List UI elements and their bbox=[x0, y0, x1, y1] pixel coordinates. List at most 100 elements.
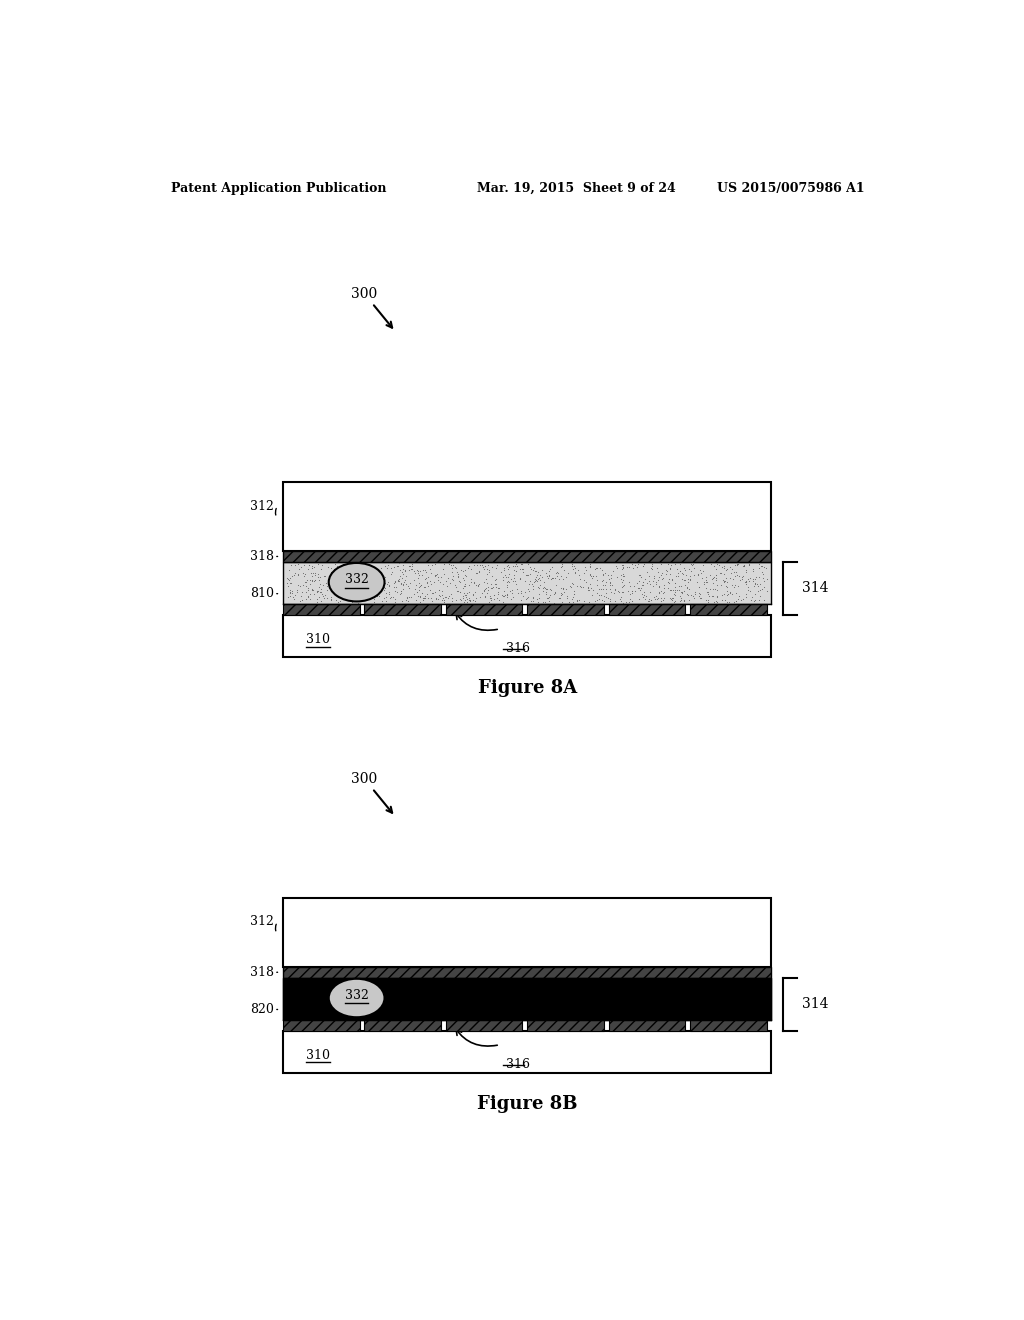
Point bbox=[525, 557, 542, 578]
Bar bbox=[611, 986, 615, 990]
Bar bbox=[748, 978, 752, 982]
Point bbox=[481, 586, 498, 607]
Point bbox=[546, 583, 562, 605]
Text: 310: 310 bbox=[306, 634, 330, 645]
Point bbox=[684, 554, 700, 576]
Bar bbox=[373, 986, 377, 990]
Bar bbox=[428, 1016, 432, 1020]
Bar bbox=[402, 999, 407, 1003]
Bar bbox=[373, 1011, 377, 1016]
Point bbox=[571, 568, 588, 589]
Point bbox=[613, 565, 630, 586]
Point bbox=[332, 590, 348, 611]
Point bbox=[585, 565, 601, 586]
Bar bbox=[624, 982, 629, 986]
Point bbox=[744, 568, 761, 589]
Point bbox=[438, 586, 455, 607]
Point bbox=[393, 572, 410, 593]
Point bbox=[456, 569, 472, 590]
Point bbox=[449, 557, 465, 578]
Point bbox=[386, 556, 402, 577]
Point bbox=[366, 591, 382, 612]
Bar bbox=[283, 898, 771, 966]
Point bbox=[355, 554, 372, 576]
Bar bbox=[471, 990, 475, 995]
Point bbox=[357, 570, 374, 591]
Point bbox=[400, 577, 417, 598]
Bar bbox=[313, 1011, 317, 1016]
Point bbox=[406, 561, 422, 582]
Point bbox=[568, 576, 585, 597]
Bar bbox=[547, 1016, 552, 1020]
Point bbox=[299, 587, 315, 609]
Bar bbox=[479, 1016, 483, 1020]
Point bbox=[483, 557, 500, 578]
Bar bbox=[620, 1011, 624, 1016]
Point bbox=[624, 590, 640, 611]
Bar bbox=[509, 995, 513, 999]
Bar bbox=[334, 982, 338, 986]
Point bbox=[613, 586, 630, 607]
Bar bbox=[330, 1011, 334, 1016]
Point bbox=[507, 570, 523, 591]
Point bbox=[389, 570, 406, 591]
Point bbox=[503, 589, 519, 610]
Bar bbox=[517, 995, 521, 999]
Point bbox=[717, 589, 733, 610]
Point bbox=[378, 582, 394, 603]
Text: Patent Application Publication: Patent Application Publication bbox=[171, 182, 386, 194]
Point bbox=[693, 587, 710, 609]
Point bbox=[664, 587, 680, 609]
Bar bbox=[615, 1007, 620, 1011]
Point bbox=[339, 556, 355, 577]
Bar bbox=[283, 552, 771, 562]
Bar bbox=[479, 990, 483, 995]
Point bbox=[709, 553, 725, 574]
Point bbox=[629, 572, 645, 593]
Bar bbox=[462, 982, 466, 986]
Point bbox=[488, 554, 505, 576]
Point bbox=[443, 561, 460, 582]
Bar bbox=[450, 1003, 454, 1007]
Bar bbox=[705, 1011, 710, 1016]
Point bbox=[347, 566, 364, 587]
Point bbox=[582, 565, 598, 586]
Bar bbox=[505, 990, 509, 995]
Bar bbox=[578, 995, 582, 999]
Text: 318: 318 bbox=[250, 966, 273, 979]
Bar bbox=[739, 986, 743, 990]
Bar bbox=[373, 978, 377, 982]
Point bbox=[721, 591, 737, 612]
Point bbox=[686, 587, 702, 609]
Bar bbox=[283, 990, 288, 995]
Point bbox=[509, 556, 525, 577]
Point bbox=[476, 579, 493, 601]
Point bbox=[365, 568, 381, 589]
Point bbox=[566, 583, 583, 605]
Point bbox=[304, 569, 321, 590]
Point bbox=[437, 586, 454, 607]
Bar bbox=[432, 1003, 436, 1007]
Point bbox=[596, 590, 612, 611]
Bar bbox=[690, 1020, 767, 1031]
Bar bbox=[377, 990, 381, 995]
Bar bbox=[313, 1003, 317, 1007]
Point bbox=[667, 572, 683, 593]
Point bbox=[716, 557, 732, 578]
Point bbox=[312, 573, 329, 594]
Bar bbox=[611, 1003, 615, 1007]
Point bbox=[645, 565, 662, 586]
Point bbox=[625, 581, 641, 602]
Bar bbox=[730, 978, 735, 982]
Bar bbox=[505, 1016, 509, 1020]
Bar bbox=[364, 1011, 369, 1016]
Point bbox=[279, 573, 295, 594]
Point bbox=[672, 554, 688, 576]
Point bbox=[744, 586, 761, 607]
Point bbox=[583, 566, 599, 587]
Point bbox=[432, 572, 449, 593]
Point bbox=[315, 585, 332, 606]
Bar bbox=[377, 1007, 381, 1011]
Point bbox=[412, 576, 428, 597]
Point bbox=[348, 589, 365, 610]
